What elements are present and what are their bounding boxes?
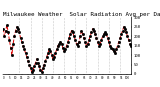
Text: Milwaukee Weather  Solar Radiation Avg per Day W/m2/minute: Milwaukee Weather Solar Radiation Avg pe… (3, 12, 160, 17)
